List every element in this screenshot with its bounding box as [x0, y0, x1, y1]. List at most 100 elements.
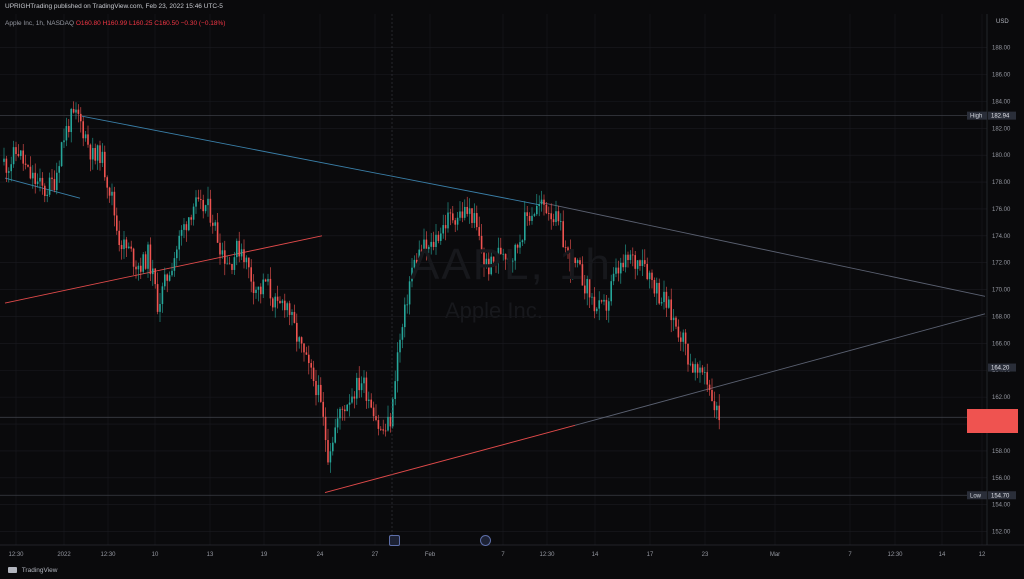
- time-axis[interactable]: 12:30 2022 12:30 10 13 19 24 27 Feb 7 12:30 14 17 23 M…: [8, 552, 986, 558]
- candle-body: [641, 260, 644, 266]
- price-tag-value: 182.94: [991, 114, 1010, 120]
- candle-body: [598, 300, 600, 309]
- candle-body: [336, 418, 339, 428]
- candle-body: [159, 304, 161, 312]
- candle-body: [298, 337, 300, 342]
- candle-body: [236, 240, 238, 258]
- candle-body: [593, 296, 596, 312]
- candle-body: [392, 398, 394, 427]
- price-axis[interactable]: 152.00154.00156.00158.00160.00162.00164.…: [992, 46, 1011, 536]
- candle-body: [687, 343, 689, 365]
- candle-body: [245, 257, 248, 263]
- candle-body: [440, 233, 442, 241]
- candle-body: [164, 274, 166, 287]
- candle-body: [521, 240, 524, 243]
- candle-body: [543, 199, 545, 205]
- legend-symbol[interactable]: Apple Inc, 1h, NASDAQ: [5, 20, 75, 27]
- currency-label[interactable]: USD: [996, 19, 1009, 25]
- candle-body: [507, 258, 509, 260]
- candle-body: [224, 250, 226, 264]
- candle-body: [480, 235, 483, 253]
- candle-body: [416, 259, 418, 264]
- candle-body: [408, 281, 411, 305]
- candle-body: [632, 254, 634, 256]
- candle-body: [334, 427, 336, 443]
- trendline-support[interactable]: [324, 424, 576, 494]
- candle-body: [586, 278, 588, 294]
- earnings-icon[interactable]: [389, 535, 400, 546]
- trendline-support-ext[interactable]: [574, 313, 986, 426]
- candle-body: [75, 109, 77, 113]
- candle-body: [344, 409, 346, 412]
- candle-body: [171, 270, 173, 276]
- trendline-upper-ext[interactable]: [539, 201, 986, 297]
- candle-body: [581, 264, 584, 286]
- candle-body: [46, 194, 48, 197]
- candle-body: [504, 253, 507, 260]
- y-tick-label: 180.00: [992, 153, 1011, 159]
- trendline-lower-red[interactable]: [4, 235, 323, 304]
- candle-body: [382, 429, 384, 431]
- candle-body: [550, 213, 552, 220]
- candle-body: [118, 230, 120, 246]
- y-tick-label: 172.00: [992, 261, 1011, 267]
- candle-body: [660, 302, 663, 304]
- price-tag-value-bg: [988, 111, 1016, 120]
- candle-body: [214, 222, 216, 226]
- candle-body: [615, 267, 617, 274]
- candle-body: [120, 245, 123, 250]
- candle-body: [387, 416, 389, 431]
- candle-body: [716, 405, 718, 411]
- candle-body: [250, 267, 252, 282]
- candle-body: [176, 249, 178, 259]
- candle-body: [161, 286, 164, 305]
- candle-body: [348, 402, 351, 405]
- candle-body: [281, 300, 284, 304]
- trendlines: [4, 115, 986, 494]
- current-price-box: [967, 409, 1018, 433]
- candle-body: [267, 278, 269, 282]
- candle-body: [483, 252, 485, 266]
- candle-body: [106, 177, 108, 188]
- candle-body: [675, 317, 677, 327]
- candle-body: [197, 197, 200, 200]
- candle-body: [692, 363, 694, 373]
- candle-body: [548, 213, 550, 214]
- candle-body: [233, 257, 236, 270]
- candle-body: [252, 281, 255, 293]
- candle-body: [629, 254, 632, 261]
- candle-body: [87, 134, 89, 145]
- candle-body: [293, 312, 296, 323]
- candle-body: [269, 278, 272, 299]
- candle-body: [216, 222, 219, 243]
- x-tick-label: 14: [939, 552, 946, 558]
- candle-body: [389, 416, 392, 427]
- candle-body: [524, 212, 526, 241]
- candle-body: [401, 327, 404, 340]
- trendline-upper[interactable]: [81, 115, 541, 206]
- y-tick-label: 178.00: [992, 180, 1011, 186]
- candle-body: [24, 163, 27, 165]
- x-tick-label: 2022: [57, 552, 71, 558]
- candle-body: [209, 198, 212, 223]
- candle-body: [519, 242, 521, 248]
- candle-body: [651, 272, 653, 281]
- candle-body: [243, 249, 245, 263]
- candle-body: [77, 109, 80, 114]
- candle-body: [276, 296, 279, 301]
- candle-body: [358, 377, 360, 391]
- candle-body: [291, 312, 293, 315]
- price-tag-label: High: [970, 114, 982, 120]
- candle-body: [425, 239, 428, 250]
- horizontal-levels: [0, 115, 987, 496]
- candle-body: [476, 213, 478, 228]
- candle-body: [178, 235, 180, 250]
- candle-body: [555, 211, 557, 223]
- candle-body: [147, 244, 149, 269]
- dividend-icon[interactable]: [480, 535, 491, 546]
- candle-body: [303, 343, 305, 353]
- candle-body: [622, 262, 624, 268]
- candle-body: [531, 215, 533, 221]
- candle-body: [190, 217, 192, 220]
